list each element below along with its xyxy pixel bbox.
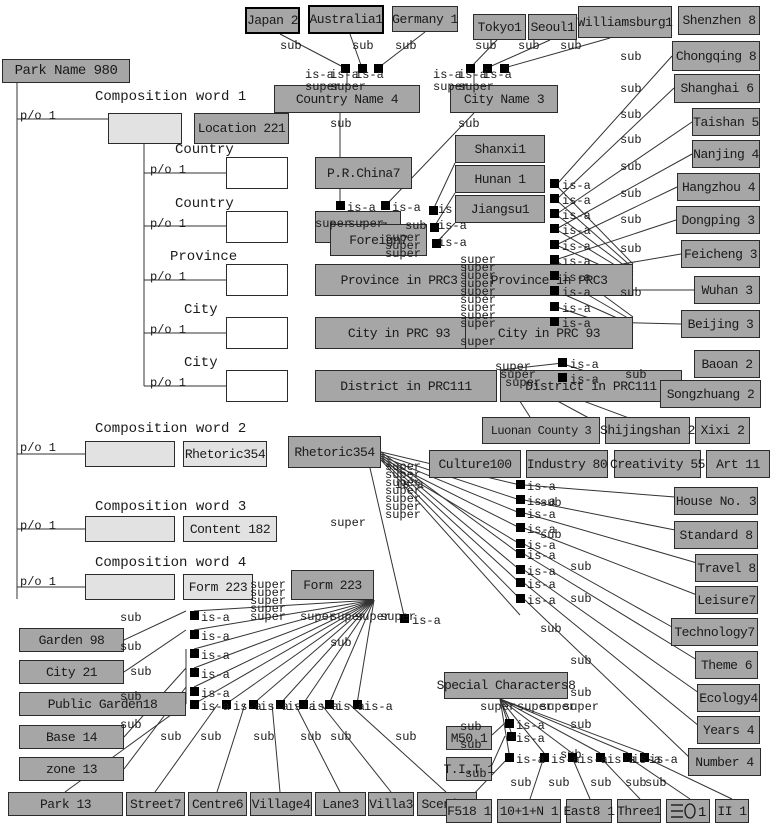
svg-text:1: 1 [698,805,706,821]
